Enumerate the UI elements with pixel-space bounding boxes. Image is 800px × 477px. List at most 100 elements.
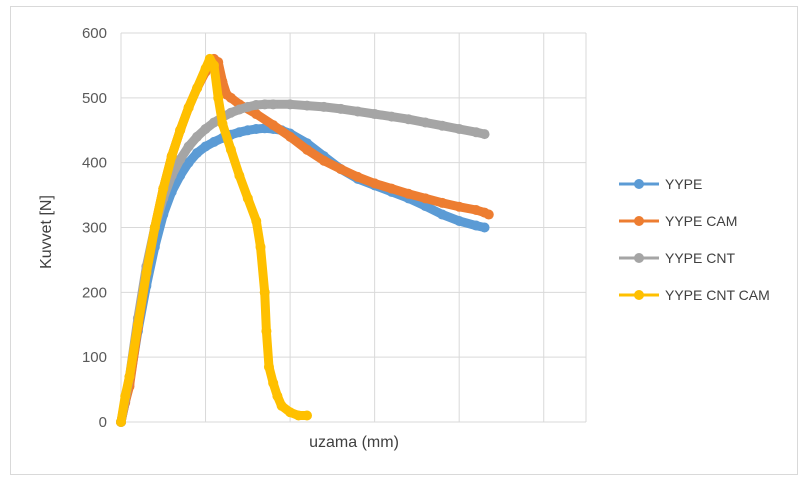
data-point: [234, 104, 245, 115]
data-point: [263, 361, 274, 372]
data-point: [259, 99, 270, 110]
data-point: [192, 147, 203, 158]
legend-item: YYPE CNT CAM: [619, 287, 770, 303]
legend-label: YYPE CNT CAM: [665, 287, 770, 303]
legend-item: YYPE: [619, 176, 702, 192]
data-point: [369, 109, 380, 120]
data-point: [132, 319, 143, 330]
data-point: [268, 378, 279, 389]
data-point: [276, 400, 287, 411]
data-point: [437, 120, 448, 131]
data-point: [225, 107, 236, 118]
legend-label: YYPE CAM: [665, 213, 737, 229]
data-point: [302, 144, 312, 155]
data-point: [369, 178, 380, 189]
legend-swatch-marker: [634, 290, 644, 300]
data-point: [454, 216, 465, 227]
data-point: [471, 127, 482, 138]
data-point: [285, 99, 296, 110]
data-point: [209, 117, 219, 128]
series-line: [116, 54, 312, 427]
data-point: [166, 151, 177, 162]
data-point: [386, 111, 397, 122]
data-point: [268, 120, 279, 131]
y-tick-label: 100: [82, 349, 107, 366]
data-point: [175, 125, 186, 136]
data-point: [479, 129, 490, 140]
legend: YYPE YYPE CAM YYPE CNT YYPE CNT CAM: [619, 176, 770, 303]
data-point: [268, 99, 279, 110]
y-tick-label: 0: [99, 414, 107, 431]
data-point: [149, 222, 160, 233]
data-point: [251, 109, 262, 120]
data-point: [242, 125, 253, 136]
data-point: [259, 287, 270, 298]
series-line: [116, 54, 494, 427]
data-point: [183, 102, 194, 113]
data-point: [251, 99, 262, 110]
data-point: [420, 193, 431, 204]
x-axis-title: uzama (mm): [309, 434, 399, 451]
data-point: [437, 197, 448, 208]
data-point: [251, 123, 262, 134]
data-point: [471, 204, 482, 215]
data-point: [454, 123, 465, 134]
data-point: [242, 101, 253, 112]
data-point: [209, 136, 219, 147]
legend-item: YYPE CNT: [619, 250, 735, 266]
data-point: [200, 141, 211, 152]
data-point: [251, 216, 262, 227]
data-point: [192, 83, 203, 94]
data-point: [403, 114, 414, 125]
legend-item: YYPE CAM: [619, 213, 737, 229]
data-point: [200, 63, 211, 74]
y-axis-title: Kuvvet [N]: [38, 195, 55, 269]
data-point: [261, 326, 272, 337]
chart-frame: 0 100 200 300 400 500 600 Kuvvet [N] uzama (mm…: [10, 6, 798, 475]
data-point: [183, 141, 194, 152]
y-tick-labels: 0 100 200 300 400 500 600: [82, 25, 107, 431]
data-point: [352, 171, 363, 182]
data-point: [209, 60, 219, 71]
data-point: [318, 101, 329, 112]
legend-label: YYPE: [665, 176, 702, 192]
data-point: [242, 193, 253, 204]
y-tick-label: 400: [82, 155, 107, 172]
data-point: [403, 188, 414, 199]
data-point: [234, 170, 245, 181]
gridlines: [120, 32, 587, 423]
data-point: [183, 157, 194, 168]
data-point: [141, 267, 152, 278]
legend-swatch-marker: [634, 179, 644, 189]
data-point: [225, 92, 236, 103]
data-point: [217, 118, 228, 129]
data-point: [225, 144, 236, 155]
data-point: [124, 371, 135, 382]
data-point: [471, 220, 482, 231]
y-tick-label: 500: [82, 90, 107, 107]
data-point: [352, 106, 363, 117]
data-point: [293, 410, 304, 421]
data-point: [302, 410, 312, 421]
data-point: [318, 155, 329, 166]
data-point: [386, 183, 397, 194]
y-tick-label: 300: [82, 220, 107, 237]
data-point: [158, 183, 169, 194]
legend-swatch-marker: [634, 216, 644, 226]
series-yype-cnt-cam: [116, 53, 312, 427]
legend-label: YYPE CNT: [665, 250, 735, 266]
series-lines: [116, 53, 494, 427]
data-point: [285, 407, 296, 418]
data-point: [335, 164, 346, 175]
data-point: [175, 154, 186, 165]
data-point: [483, 209, 494, 220]
data-point: [420, 117, 431, 128]
data-point: [437, 209, 448, 220]
data-point: [272, 391, 283, 402]
data-point: [200, 123, 211, 134]
data-point: [213, 92, 224, 103]
data-point: [120, 391, 131, 402]
line-chart: 0 100 200 300 400 500 600 Kuvvet [N] uzama (mm…: [38, 25, 770, 451]
data-point: [192, 131, 203, 142]
data-point: [255, 241, 266, 252]
